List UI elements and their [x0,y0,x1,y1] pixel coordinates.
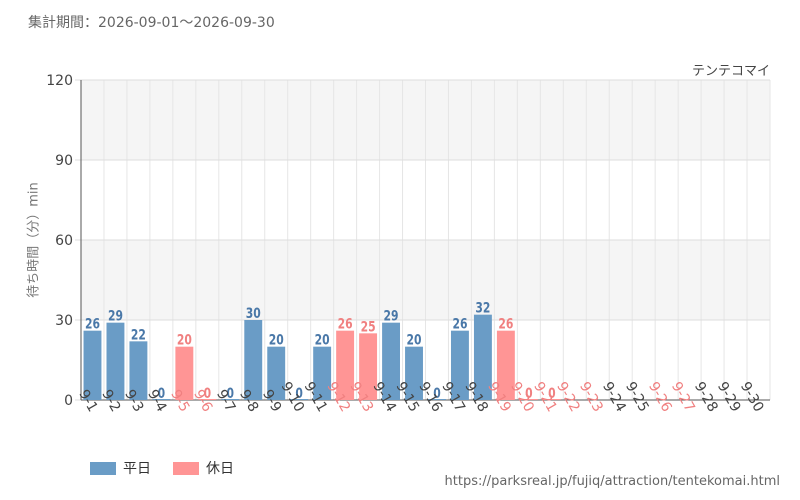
x-tick-label: 9-28 [691,379,721,415]
y-tick-label: 60 [55,233,73,249]
bar-value-label: 22 [131,327,146,343]
bar [405,346,423,400]
bar [473,314,492,400]
y-tick-label: 30 [55,313,73,329]
legend-item-holiday: 休日 [173,458,234,478]
x-tick-label: 9-30 [737,379,767,415]
bar-value-label: 26 [498,317,513,333]
bar-value-label: 0 [525,386,533,402]
series-name: テンテコマイ [691,64,770,79]
legend-swatch-holiday [173,461,199,475]
bar [106,322,125,400]
bar [83,330,102,400]
bar-value-label: 0 [433,386,441,402]
bar-value-label: 0 [227,386,235,402]
x-tick-label: 9-29 [714,379,744,415]
bar-value-label: 0 [548,386,556,402]
x-tick-label: 9-24 [599,379,629,415]
bar [382,322,401,400]
bar [221,399,240,400]
bar [244,320,263,400]
bar [267,346,286,400]
bar-value-label: 20 [269,333,284,349]
y-tick-label: 120 [46,73,73,89]
x-tick-label: 9-4 [144,387,169,415]
bar-value-label: 20 [315,333,330,349]
bar [450,330,469,400]
bar [175,346,194,400]
bar [313,346,332,400]
bar-value-label: 20 [177,333,192,349]
bar-value-label: 0 [204,386,212,402]
x-tick-label: 9-6 [190,387,215,415]
legend-swatch-weekday [90,461,116,475]
x-tick-label: 9-25 [622,379,652,415]
x-tick-label: 9-27 [668,379,698,415]
x-tick-label: 9-23 [576,379,606,415]
bar [129,341,148,400]
bar [336,330,355,400]
bar [152,399,171,400]
bar [542,399,561,400]
bar-value-label: 25 [361,319,376,335]
y-tick-label: 0 [64,393,73,409]
period-label: 集計期間：2026-09-01～2026-09-30 [28,15,275,31]
x-tick-label: 9-26 [645,379,675,415]
bar-value-label: 0 [158,386,166,402]
legend: 平日 休日 [90,458,256,478]
x-tick-label: 9-22 [553,379,583,415]
bar-value-label: 29 [108,309,123,325]
bar [290,399,309,400]
bar [428,399,446,400]
bar [496,330,515,400]
legend-label-holiday: 休日 [206,461,234,477]
bar-value-label: 32 [475,301,490,317]
bar [519,399,538,400]
bar [198,399,217,400]
bar-value-label: 26 [338,317,353,333]
bar-value-label: 26 [452,317,467,333]
x-tick-label: 9-7 [213,387,238,415]
bar [359,333,378,400]
source-url: https://parksreal.jp/fujiq/attraction/te… [444,474,780,489]
y-tick-label: 90 [55,153,73,169]
bar-value-label: 30 [246,306,261,322]
legend-label-weekday: 平日 [123,461,151,477]
bar-value-label: 0 [295,386,303,402]
legend-item-weekday: 平日 [90,458,151,478]
bar-value-label: 29 [384,309,399,325]
bar-value-label: 26 [85,317,100,333]
bar-value-label: 20 [407,333,422,349]
